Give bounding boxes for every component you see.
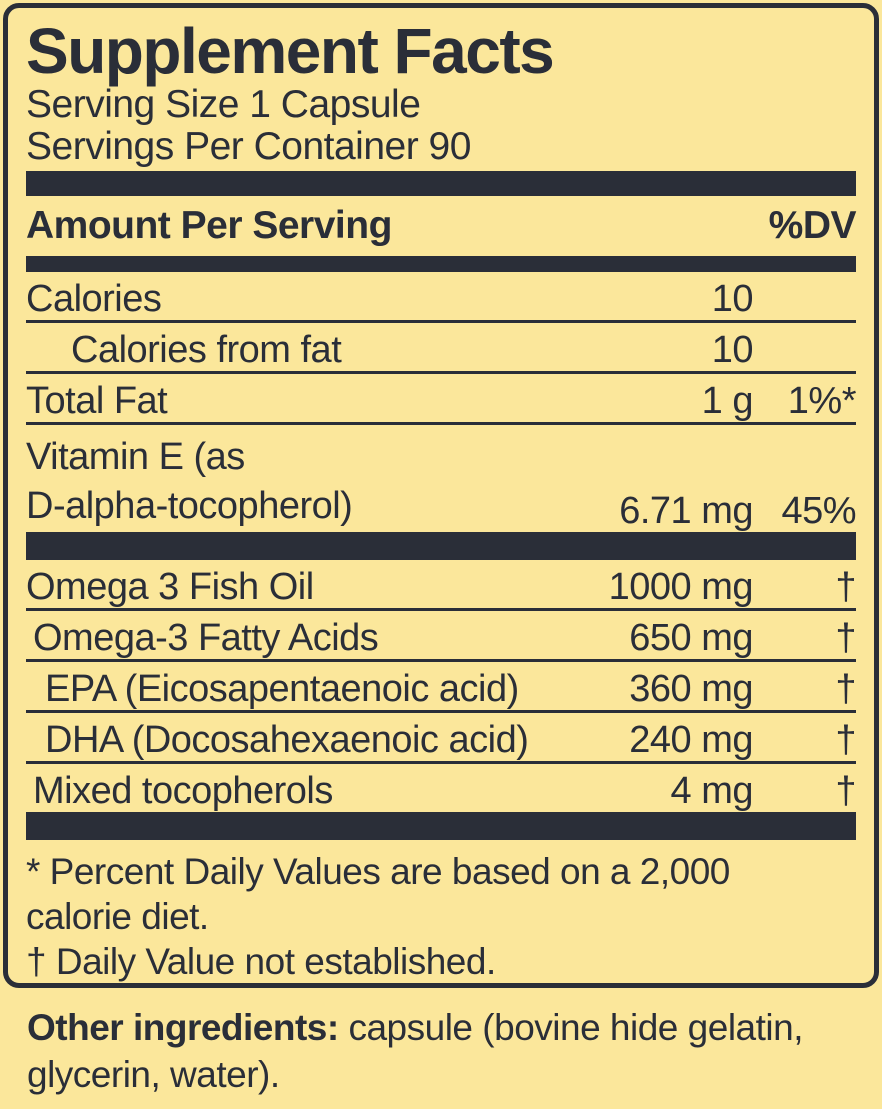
panel-title: Supplement Facts bbox=[26, 15, 555, 87]
nutrient-name: Vitamin E (as D-alpha-tocopherol) bbox=[26, 436, 353, 527]
nutrient-dv: † bbox=[835, 566, 856, 608]
nutrient-amount: 10 bbox=[711, 278, 754, 320]
footnote-line: calorie diet. bbox=[26, 896, 209, 937]
footnote-line: * Percent Daily Values are based on a 2,… bbox=[26, 851, 730, 892]
nutrient-dv: † bbox=[835, 770, 856, 812]
footnotes-section: * Percent Daily Values are based on a 2,… bbox=[26, 840, 856, 983]
nutrient-name: EPA (Eicosapentaenoic acid) bbox=[45, 668, 519, 710]
divider-bar-bottom bbox=[26, 812, 856, 840]
nutrient-name: Calories bbox=[26, 278, 162, 320]
nutrient-dv: † bbox=[835, 719, 856, 761]
other-ingredients-text: capsule (bovine hide gelatin, glycerin, … bbox=[27, 1007, 803, 1095]
nutrient-dv: 45% bbox=[781, 490, 856, 532]
footnote-line: † Daily Value not established. bbox=[26, 941, 496, 982]
nutrient-name: Omega-3 Fatty Acids bbox=[33, 617, 379, 659]
divider-bar-top bbox=[26, 171, 856, 196]
nutrient-name: Omega 3 Fish Oil bbox=[26, 566, 314, 608]
nutrient-amount: 1 g bbox=[701, 380, 754, 422]
nutrient-name: Total Fat bbox=[26, 380, 168, 422]
amount-per-serving-header: Amount Per Serving bbox=[26, 204, 392, 247]
nutrient-amount: 6.71 mg bbox=[619, 490, 753, 532]
nutrient-name: Calories from fat bbox=[71, 329, 342, 371]
nutrient-name: DHA (Docosahexaenoic acid) bbox=[45, 719, 529, 761]
nutrient-row: Mixed tocopherols 4 mg † bbox=[26, 764, 857, 812]
column-header-row: Amount Per Serving %DV bbox=[26, 196, 857, 256]
divider-bar-header bbox=[26, 256, 856, 272]
percent-dv-header: %DV bbox=[768, 204, 857, 247]
nutrient-dv: † bbox=[835, 617, 856, 659]
nutrient-row: Omega-3 Fatty Acids 650 mg † bbox=[26, 611, 857, 662]
nutrient-row: DHA (Docosahexaenoic acid) 240 mg † bbox=[26, 713, 857, 764]
nutrient-dv: † bbox=[835, 668, 856, 710]
supplement-facts-panel: Supplement Facts Serving Size 1 Capsule … bbox=[3, 3, 879, 988]
nutrient-amount: 240 mg bbox=[629, 719, 753, 761]
nutrient-amount: 4 mg bbox=[670, 770, 754, 812]
nutrient-row: EPA (Eicosapentaenoic acid) 360 mg † bbox=[26, 662, 857, 713]
other-ingredients-label: Other ingredients: bbox=[27, 1007, 339, 1048]
nutrient-dv: 1%* bbox=[787, 380, 857, 422]
other-ingredients-paragraph: Other ingredients: capsule (bovine hide … bbox=[27, 1004, 862, 1098]
nutrient-row: Calories from fat 10 bbox=[26, 323, 856, 374]
nutrient-rows-section: Calories 10 Calories from fat 10 Total F… bbox=[26, 272, 857, 532]
nutrient-row: Calories 10 bbox=[26, 272, 856, 323]
nutrient-name: Mixed tocopherols bbox=[33, 770, 333, 812]
servings-per-container-line: Servings Per Container 90 bbox=[26, 125, 471, 168]
supplement-rows-section: Omega 3 Fish Oil 1000 mg † Omega-3 Fatty… bbox=[26, 560, 857, 812]
nutrient-amount: 360 mg bbox=[629, 668, 753, 710]
nutrient-amount: 650 mg bbox=[629, 617, 753, 659]
divider-bar-middle bbox=[26, 532, 856, 560]
nutrient-amount: 10 bbox=[711, 329, 754, 371]
serving-size-line: Serving Size 1 Capsule bbox=[26, 83, 421, 126]
nutrient-row: Total Fat 1 g 1%* bbox=[26, 374, 857, 425]
nutrient-amount: 1000 mg bbox=[608, 566, 754, 608]
nutrient-row: Omega 3 Fish Oil 1000 mg † bbox=[26, 560, 857, 611]
nutrient-row: Vitamin E (as D-alpha-tocopherol) 6.71 m… bbox=[26, 425, 857, 532]
